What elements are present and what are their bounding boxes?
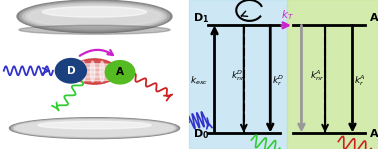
Text: $k_{exc}$: $k_{exc}$ [190,74,208,87]
Ellipse shape [11,118,178,138]
Text: $k_T$: $k_T$ [280,8,294,22]
Ellipse shape [72,59,117,84]
Ellipse shape [74,73,114,76]
Ellipse shape [19,25,170,34]
Ellipse shape [20,1,169,31]
Text: $\mathbf{D_0}$: $\mathbf{D_0}$ [193,127,209,141]
Ellipse shape [26,4,163,28]
Ellipse shape [90,61,95,82]
Bar [189,0,287,149]
Text: D: D [67,66,75,76]
Ellipse shape [9,118,180,139]
Ellipse shape [42,7,146,17]
Ellipse shape [17,0,172,33]
Ellipse shape [100,61,104,82]
Ellipse shape [74,77,114,81]
Bar [287,0,378,149]
Text: A: A [116,67,124,77]
Ellipse shape [13,119,176,137]
FancyArrowPatch shape [80,50,113,56]
Ellipse shape [23,3,166,30]
Text: $k_{nr}^D$: $k_{nr}^D$ [231,69,245,83]
Circle shape [55,59,86,83]
Text: $k_r^A$: $k_r^A$ [355,73,366,88]
Text: $\mathbf{D_1}$: $\mathbf{D_1}$ [193,11,209,25]
Ellipse shape [38,121,151,129]
Text: $\mathbf{A_0}$: $\mathbf{A_0}$ [369,127,378,141]
Ellipse shape [74,68,114,72]
Ellipse shape [81,61,85,82]
Ellipse shape [15,120,174,136]
Circle shape [105,61,135,84]
Text: $\mathbf{A_1}$: $\mathbf{A_1}$ [369,11,378,25]
Text: $k_r^D$: $k_r^D$ [272,73,285,88]
Ellipse shape [74,64,114,67]
Text: $k_{nr}^A$: $k_{nr}^A$ [310,69,324,83]
Ellipse shape [28,6,161,27]
